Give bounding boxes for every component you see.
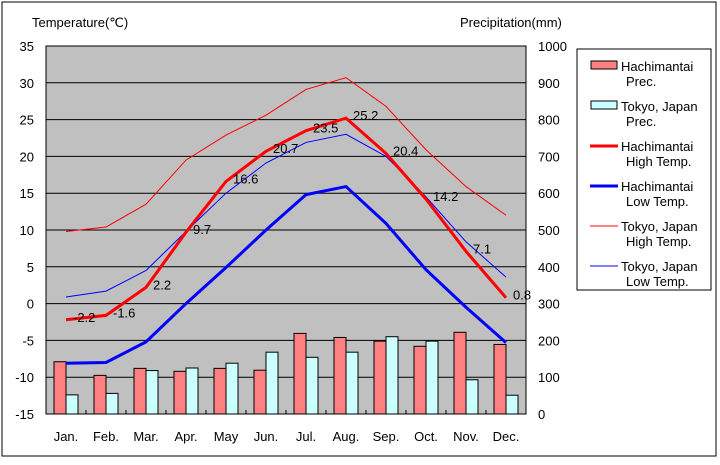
legend-swatch	[590, 100, 618, 110]
bar-hachimantai-prec	[453, 331, 467, 415]
x-tick-label: May	[214, 429, 239, 444]
right-tick-label: 600	[538, 186, 560, 201]
left-tick-label: 15	[20, 186, 34, 201]
right-tick-label: 100	[538, 370, 560, 385]
bar-hachimantai-prec	[413, 345, 427, 415]
right-tick-label: 1000	[538, 39, 567, 54]
data-label: 20.7	[273, 141, 298, 156]
left-tick-label: 0	[27, 297, 34, 312]
x-tick-label: Aug.	[333, 429, 360, 444]
data-label: 16.6	[233, 171, 258, 186]
legend-label: Prec.	[626, 74, 656, 89]
data-label: -1.6	[113, 305, 135, 320]
legend-label: Low Temp.	[626, 274, 689, 289]
x-tick-label: Nov.	[453, 429, 479, 444]
right-tick-label: 900	[538, 76, 560, 91]
legend-label: Low Temp.	[626, 194, 689, 209]
legend-label: Tokyo, Japan	[621, 219, 698, 234]
data-label: 20.4	[393, 143, 418, 158]
right-tick-label: 300	[538, 297, 560, 312]
left-tick-label: 5	[27, 260, 34, 275]
left-tick-label: 10	[20, 223, 34, 238]
left-tick-label: 25	[20, 113, 34, 128]
bar-hachimantai-prec	[213, 367, 227, 415]
line-tokyo-japan-high-temp-	[65, 77, 507, 232]
left-tick-label: -15	[15, 407, 34, 422]
bar-tokyo-prec	[225, 362, 239, 415]
bar-tokyo-prec	[305, 356, 319, 415]
data-label: 0.8	[513, 288, 531, 303]
right-tick-label: 800	[538, 113, 560, 128]
bar-tokyo-prec	[465, 379, 479, 415]
left-tick-label: 30	[20, 76, 34, 91]
bar-hachimantai-prec	[53, 361, 67, 415]
legend-label: High Temp.	[626, 154, 692, 169]
bar-hachimantai-prec	[493, 343, 507, 415]
bar-hachimantai-prec	[253, 369, 267, 415]
bar-tokyo-prec	[385, 336, 399, 415]
line-hachimantai-low-temp-	[65, 184, 507, 365]
bar-hachimantai-prec	[293, 332, 307, 415]
x-tick-label: Mar.	[133, 429, 158, 444]
right-axis-label: Precipitation(mm)	[460, 15, 562, 30]
line-tokyo-japan-low-temp-	[65, 133, 507, 298]
x-tick-label: Oct.	[414, 429, 438, 444]
bar-tokyo-prec	[345, 351, 359, 415]
x-tick-label: Feb.	[93, 429, 119, 444]
data-label: 2.2	[153, 277, 171, 292]
bar-tokyo-prec	[505, 394, 519, 415]
legend-label: Hachimantai	[621, 139, 693, 154]
bar-tokyo-prec	[145, 370, 159, 415]
data-label: 9.7	[193, 222, 211, 237]
legend-label: Hachimantai	[621, 179, 693, 194]
bar-hachimantai-prec	[173, 370, 187, 415]
bar-tokyo-prec	[185, 367, 199, 415]
right-tick-label: 200	[538, 333, 560, 348]
data-label: 23.5	[313, 121, 338, 136]
bar-tokyo-prec	[425, 340, 439, 415]
bar-hachimantai-prec	[373, 340, 387, 415]
bar-hachimantai-prec	[133, 367, 147, 415]
right-tick-label: 0	[538, 407, 545, 422]
legend-label: Tokyo, Japan	[621, 259, 698, 274]
x-tick-label: Sep.	[373, 429, 400, 444]
data-label: 25.2	[353, 108, 378, 123]
legend-label: High Temp.	[626, 234, 692, 249]
data-label: -2.2	[73, 310, 95, 325]
legend-label: Prec.	[626, 114, 656, 129]
bar-tokyo-prec	[65, 394, 79, 415]
x-tick-label: Jun.	[254, 429, 279, 444]
legend-label: Tokyo, Japan	[621, 99, 698, 114]
bar-tokyo-prec	[265, 351, 279, 415]
legend-label: Hachimantai	[621, 59, 693, 74]
left-tick-label: 20	[20, 149, 34, 164]
x-tick-label: Dec.	[493, 429, 520, 444]
left-tick-label: -10	[15, 370, 34, 385]
x-tick-label: Apr.	[174, 429, 197, 444]
bar-tokyo-prec	[105, 392, 119, 415]
line-hachimantai-high-temp-	[65, 116, 508, 322]
right-tick-label: 400	[538, 260, 560, 275]
data-label: 7.1	[473, 241, 491, 256]
right-tick-label: 700	[538, 149, 560, 164]
data-label: 14.2	[433, 189, 458, 204]
right-tick-label: 500	[538, 223, 560, 238]
left-axis-label: Temperature(℃)	[32, 15, 128, 30]
bar-hachimantai-prec	[93, 374, 107, 415]
legend-swatch	[590, 60, 618, 70]
legend-box	[576, 48, 712, 291]
x-tick-label: Jul.	[296, 429, 316, 444]
bar-hachimantai-prec	[333, 336, 347, 415]
x-tick-label: Jan.	[54, 429, 79, 444]
left-tick-label: 35	[20, 39, 34, 54]
left-tick-label: -5	[22, 333, 34, 348]
